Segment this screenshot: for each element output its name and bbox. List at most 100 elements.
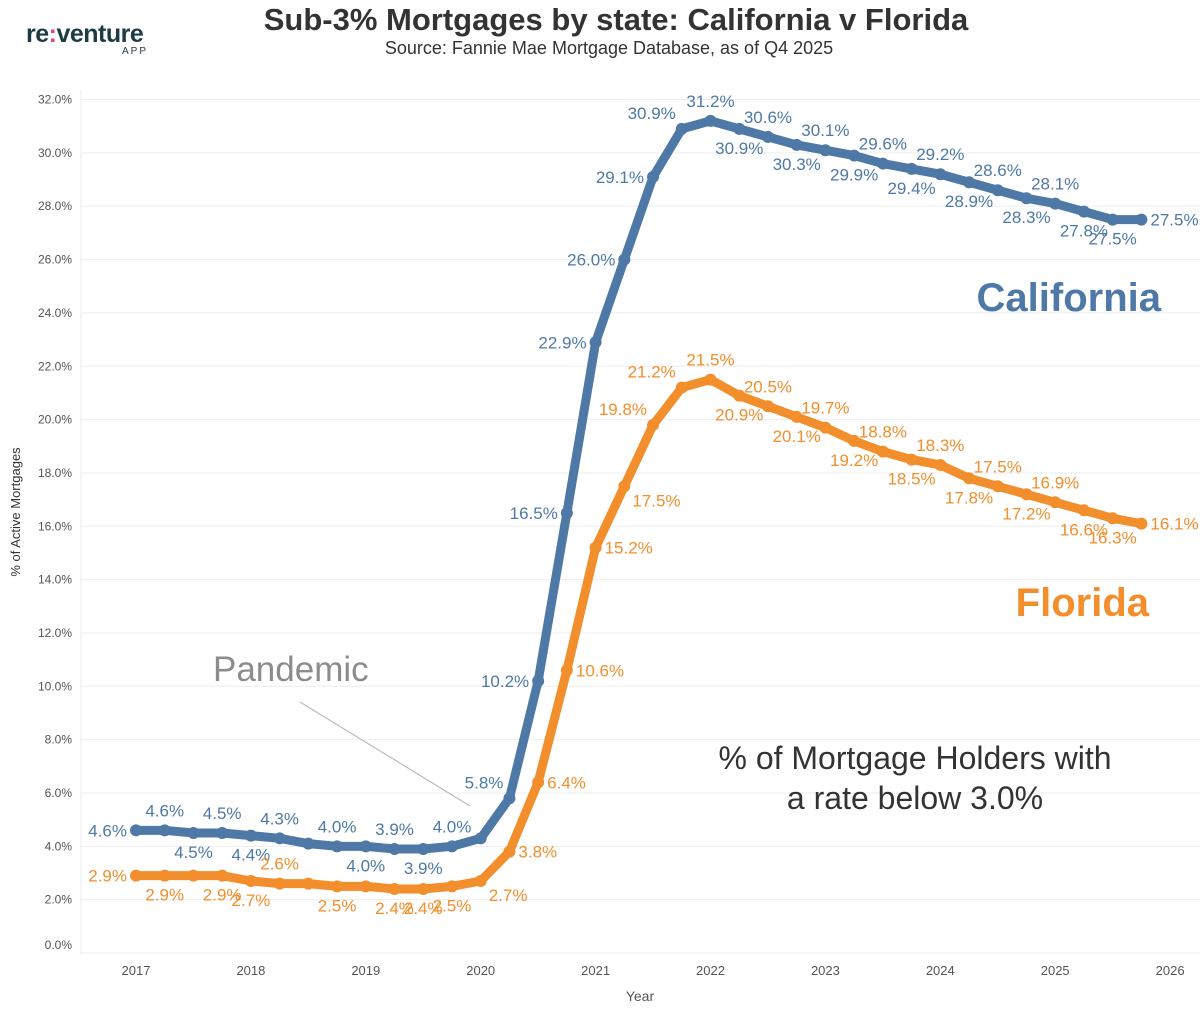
data-label: 2.5% — [433, 896, 472, 915]
data-label: 28.3% — [1002, 208, 1050, 227]
data-label: 2.5% — [318, 896, 357, 915]
data-point — [618, 480, 631, 493]
data-label: 30.3% — [773, 155, 821, 174]
data-label: 19.2% — [830, 451, 878, 470]
data-label: 17.5% — [632, 491, 680, 510]
data-label: 3.9% — [375, 820, 414, 839]
data-label: 17.8% — [945, 488, 993, 507]
data-label: 6.4% — [547, 773, 586, 792]
data-point — [1049, 496, 1062, 509]
data-point — [445, 880, 458, 893]
data-point — [331, 880, 344, 893]
x-tick-label: 2022 — [696, 963, 725, 978]
data-label: 21.2% — [628, 363, 676, 382]
data-point — [532, 674, 545, 687]
data-label: 19.8% — [599, 400, 647, 419]
data-point — [819, 144, 832, 157]
data-label: 28.9% — [945, 192, 993, 211]
data-label: 16.9% — [1031, 473, 1079, 492]
data-point — [503, 845, 516, 858]
data-point — [675, 381, 688, 394]
data-point — [848, 149, 861, 162]
chart-note: % of Mortgage Holders with a rate below … — [690, 738, 1140, 818]
data-point — [130, 824, 142, 837]
data-label: 4.6% — [145, 801, 184, 820]
data-point — [876, 157, 889, 170]
series-label-california: California — [977, 276, 1162, 320]
data-point — [761, 130, 774, 143]
data-label: 31.2% — [686, 92, 734, 111]
data-label: 29.1% — [596, 168, 644, 187]
data-label: 15.2% — [605, 539, 653, 558]
y-tick-label: 22.0% — [38, 359, 72, 373]
data-label: 28.6% — [974, 161, 1022, 180]
data-point — [273, 877, 286, 890]
y-tick-label: 20.0% — [38, 413, 72, 427]
x-axis-label: Year — [626, 988, 655, 1004]
data-label: 18.8% — [859, 423, 907, 442]
y-tick-label: 12.0% — [38, 626, 72, 640]
pandemic-pointer-line — [299, 701, 471, 807]
data-point — [733, 389, 746, 402]
data-point — [388, 842, 401, 855]
data-point — [331, 840, 344, 853]
chart-title: Sub-3% Mortgages by state: California v … — [263, 2, 969, 37]
data-label: 29.6% — [859, 135, 907, 154]
data-label: 4.6% — [88, 821, 127, 840]
y-tick-label: 14.0% — [38, 573, 72, 587]
chart-subtitle: Source: Fannie Mae Mortgage Database, as… — [384, 38, 834, 58]
data-label: 3.8% — [518, 843, 557, 862]
y-tick-label: 8.0% — [45, 733, 73, 747]
data-label: 21.5% — [686, 351, 734, 370]
data-point — [761, 400, 774, 413]
data-point — [503, 792, 516, 805]
data-point — [704, 373, 717, 386]
data-point — [359, 840, 372, 853]
data-point — [819, 421, 832, 434]
data-point — [733, 122, 746, 135]
logo-text: re — [26, 20, 49, 48]
data-point — [963, 472, 976, 485]
data-point — [1135, 517, 1148, 530]
data-label: 29.4% — [887, 179, 935, 198]
data-point — [474, 874, 487, 887]
data-label: 10.6% — [576, 661, 624, 680]
data-point — [302, 877, 315, 890]
data-label: 22.9% — [538, 333, 586, 352]
data-label: 2.7% — [232, 891, 271, 910]
data-point — [158, 824, 171, 837]
data-label: 17.2% — [1002, 504, 1050, 523]
data-point — [647, 418, 660, 431]
data-point — [244, 829, 257, 842]
data-point — [589, 336, 602, 349]
data-point — [905, 162, 918, 175]
data-label: 17.5% — [974, 457, 1022, 476]
data-point — [445, 840, 458, 853]
data-point — [532, 776, 545, 789]
data-label: 4.0% — [318, 817, 357, 836]
y-tick-label: 16.0% — [38, 519, 72, 533]
x-tick-label: 2023 — [811, 963, 840, 978]
data-point — [560, 506, 573, 519]
data-label: 16.1% — [1150, 515, 1198, 534]
data-point — [560, 664, 573, 677]
data-label: 18.3% — [916, 436, 964, 455]
data-label: 28.1% — [1031, 175, 1079, 194]
data-label: 27.5% — [1089, 230, 1137, 249]
y-tick-label: 28.0% — [38, 199, 72, 213]
y-tick-label: 2.0% — [45, 893, 73, 907]
data-label: 3.9% — [404, 859, 443, 878]
data-label: 16.5% — [510, 504, 558, 523]
x-tick-label: 2019 — [351, 963, 380, 978]
data-label: 30.9% — [715, 139, 763, 158]
data-point — [704, 114, 717, 127]
data-point — [359, 880, 372, 893]
data-label: 20.9% — [715, 406, 763, 425]
pandemic-annotation: Pandemic — [213, 650, 369, 689]
data-point — [790, 138, 803, 151]
x-tick-label: 2026 — [1156, 963, 1185, 978]
data-label: 29.9% — [830, 166, 878, 185]
data-label: 2.9% — [203, 886, 242, 905]
data-label: 2.9% — [88, 867, 127, 886]
data-point — [876, 445, 889, 458]
